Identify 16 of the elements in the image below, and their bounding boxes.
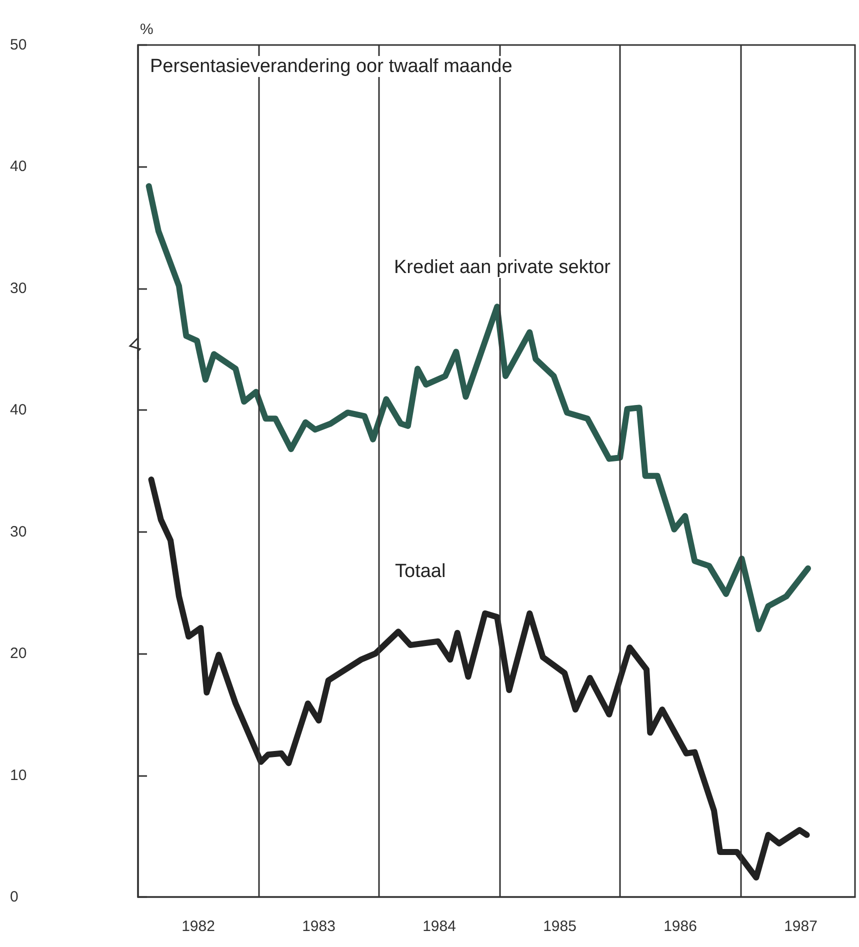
text: Persentasieverandering oor twaalf maande xyxy=(150,56,512,77)
y-tick-label: 40 xyxy=(10,402,27,419)
y-tick-label: 0 xyxy=(10,888,18,906)
x-tick-label: 1987 xyxy=(784,918,818,935)
x-tick-label: 1986 xyxy=(664,918,697,935)
x-tick-label: 1985 xyxy=(543,918,576,935)
y-tick-label: 10 xyxy=(10,766,27,784)
x-tick-label: 1983 xyxy=(302,918,336,935)
y-tick-label: 30 xyxy=(10,523,27,540)
text: Krediet aan private sektor xyxy=(394,257,612,278)
x-tick-label: 1984 xyxy=(422,918,456,935)
x-tick-label: 1982 xyxy=(182,918,215,935)
y-tick-label: 20 xyxy=(10,645,27,662)
y2-tick-label: 50 xyxy=(10,36,27,54)
text: Totaal xyxy=(395,561,446,582)
y2-axis-title: % xyxy=(140,21,154,38)
